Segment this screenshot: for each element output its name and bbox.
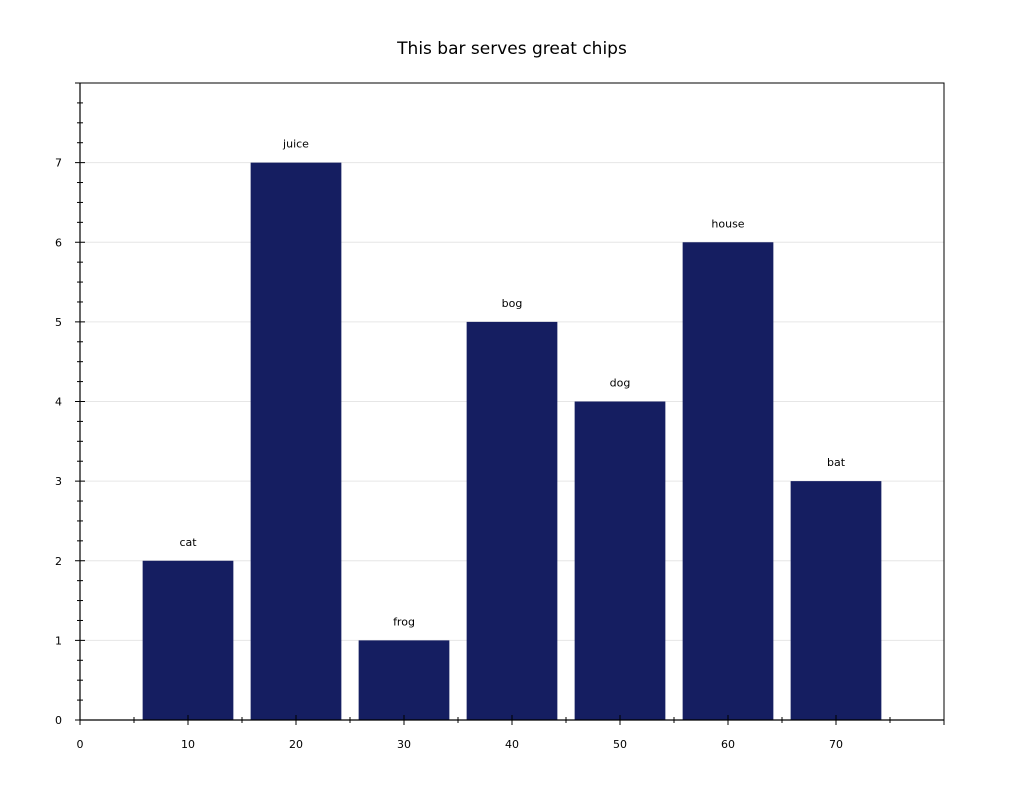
y-tick-label: 3 (55, 475, 62, 488)
bars (143, 163, 882, 720)
x-tick-label: 30 (397, 738, 411, 751)
bar-label-juice: juice (282, 138, 309, 151)
x-tick-label: 20 (289, 738, 303, 751)
bar-label-house: house (711, 217, 744, 230)
bar-juice (251, 163, 342, 720)
x-tick-label: 60 (721, 738, 735, 751)
y-tick-label: 7 (55, 157, 62, 170)
bar-bat (791, 481, 882, 720)
y-tick-label: 5 (55, 316, 62, 329)
bar-label-bat: bat (827, 456, 846, 469)
bar-label-dog: dog (610, 377, 631, 390)
y-tick-label: 1 (55, 634, 62, 647)
x-tick-label: 40 (505, 738, 519, 751)
bar-cat (143, 561, 234, 720)
x-tick-label: 10 (181, 738, 195, 751)
bar-label-frog: frog (393, 615, 415, 628)
bar-dog (575, 402, 666, 721)
y-tick-label: 4 (55, 396, 62, 409)
bar-bog (467, 322, 558, 720)
y-tick-label: 2 (55, 555, 62, 568)
bar-label-bog: bog (502, 297, 523, 310)
y-tick-label: 0 (55, 714, 62, 727)
x-tick-label: 70 (829, 738, 843, 751)
y-tick-label: 6 (55, 236, 62, 249)
bar-house (683, 242, 774, 720)
bar-label-cat: cat (179, 536, 197, 549)
bar-frog (359, 640, 450, 720)
x-tick-label: 0 (77, 738, 84, 751)
chart-title: This bar serves great chips (396, 39, 627, 59)
x-tick-label: 50 (613, 738, 627, 751)
